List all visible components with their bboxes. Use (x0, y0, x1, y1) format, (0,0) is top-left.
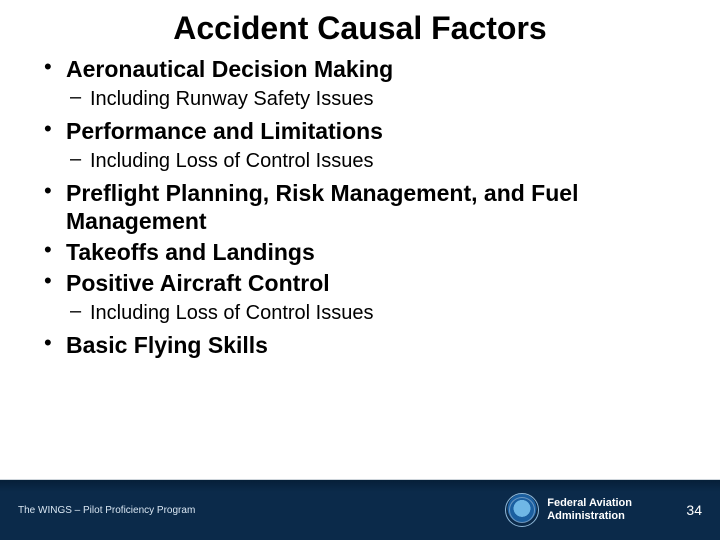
bullet-list: Aeronautical Decision Making Including R… (40, 55, 680, 359)
sub-bullet-list: Including Runway Safety Issues (66, 86, 680, 113)
bullet-text: Positive Aircraft Control (66, 269, 680, 298)
bullet-text: Aeronautical Decision Making (66, 55, 680, 84)
agency-line2: Administration (547, 510, 632, 523)
bullet-text: Takeoffs and Landings (66, 238, 680, 267)
page-number: 34 (632, 502, 702, 518)
bullet-item: Takeoffs and Landings (40, 238, 680, 267)
bullet-text: Basic Flying Skills (66, 331, 680, 360)
sub-bullet-list: Including Loss of Control Issues (66, 148, 680, 175)
footer-bar: The WINGS – Pilot Proficiency Program Fe… (0, 480, 720, 540)
faa-seal-icon (505, 493, 539, 527)
sub-bullet-text: Including Loss of Control Issues (90, 302, 374, 324)
bullet-item: Performance and Limitations Including Lo… (40, 117, 680, 175)
slide-title: Accident Causal Factors (0, 0, 720, 47)
agency-line1: Federal Aviation (547, 497, 632, 510)
sub-bullet-item: Including Loss of Control Issues (66, 300, 680, 327)
slide-content: Aeronautical Decision Making Including R… (0, 47, 720, 475)
sub-bullet-item: Including Loss of Control Issues (66, 148, 680, 175)
slide: Accident Causal Factors Aeronautical Dec… (0, 0, 720, 540)
bullet-item: Aeronautical Decision Making Including R… (40, 55, 680, 113)
bullet-item: Positive Aircraft Control Including Loss… (40, 269, 680, 327)
sub-bullet-text: Including Runway Safety Issues (90, 88, 374, 110)
sub-bullet-text: Including Loss of Control Issues (90, 150, 374, 172)
footer-program-text: The WINGS – Pilot Proficiency Program (18, 505, 505, 516)
bullet-text: Preflight Planning, Risk Management, and… (66, 179, 680, 237)
sub-bullet-item: Including Runway Safety Issues (66, 86, 680, 113)
sub-bullet-list: Including Loss of Control Issues (66, 300, 680, 327)
bullet-item: Basic Flying Skills (40, 331, 680, 360)
footer-agency-name: Federal Aviation Administration (547, 497, 632, 522)
bullet-item: Preflight Planning, Risk Management, and… (40, 179, 680, 237)
bullet-text: Performance and Limitations (66, 117, 680, 146)
footer-agency-block: Federal Aviation Administration (505, 493, 632, 527)
